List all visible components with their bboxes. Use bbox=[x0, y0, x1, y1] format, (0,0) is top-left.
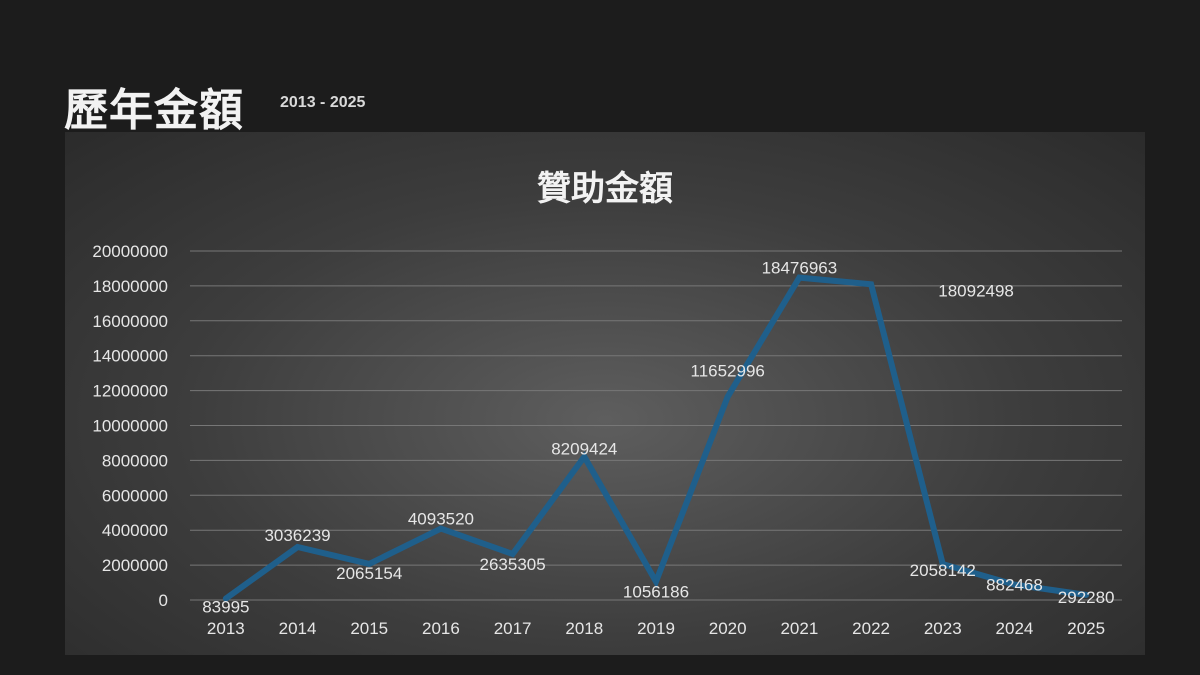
x-tick-label: 2019 bbox=[637, 619, 675, 638]
x-tick-label: 2022 bbox=[852, 619, 890, 638]
x-tick-label: 2025 bbox=[1067, 619, 1105, 638]
x-tick-label: 2018 bbox=[565, 619, 603, 638]
page-title: 歷年金額 bbox=[64, 85, 244, 136]
y-tick-label: 20000000 bbox=[92, 242, 168, 261]
y-tick-label: 4000000 bbox=[102, 521, 168, 540]
series bbox=[222, 274, 1090, 602]
gridlines bbox=[190, 250, 1122, 601]
data-label: 2065154 bbox=[336, 564, 402, 583]
data-label: 18476963 bbox=[762, 259, 838, 278]
y-tick-label: 0 bbox=[159, 591, 168, 610]
data-label: 4093520 bbox=[408, 510, 474, 529]
chart-panel: 贊助金額 0 2000000 4000000 6000000 8000000 100000… bbox=[65, 132, 1145, 655]
data-label: 83995 bbox=[202, 598, 249, 617]
x-tick-label: 2021 bbox=[780, 619, 818, 638]
data-label: 292280 bbox=[1058, 588, 1115, 607]
data-label: 2058142 bbox=[910, 561, 976, 580]
x-tick-label: 2013 bbox=[207, 619, 245, 638]
y-tick-label: 6000000 bbox=[102, 486, 168, 505]
y-tick-label: 10000000 bbox=[92, 417, 168, 436]
data-label: 18092498 bbox=[938, 281, 1014, 300]
x-tick-label: 2017 bbox=[494, 619, 532, 638]
x-axis: 2013 2014 2015 2016 2017 2018 2019 2020 2021 2022… bbox=[207, 619, 1105, 638]
data-label: 882468 bbox=[986, 576, 1043, 595]
data-label: 11652996 bbox=[691, 362, 765, 381]
x-tick-label: 2024 bbox=[996, 619, 1034, 638]
x-tick-label: 2023 bbox=[924, 619, 962, 638]
chart-title: 贊助金額 bbox=[537, 169, 673, 209]
data-label: 1056186 bbox=[623, 583, 689, 602]
y-tick-label: 18000000 bbox=[92, 277, 168, 296]
series-line bbox=[222, 274, 1090, 602]
y-tick-label: 2000000 bbox=[102, 556, 168, 575]
x-tick-label: 2020 bbox=[709, 619, 747, 638]
y-tick-label: 16000000 bbox=[92, 312, 168, 331]
page-subtitle: 2013 - 2025 bbox=[280, 94, 366, 111]
x-tick-label: 2016 bbox=[422, 619, 460, 638]
x-tick-label: 2014 bbox=[279, 619, 317, 638]
x-tick-label: 2015 bbox=[350, 619, 388, 638]
line-chart: 贊助金額 0 2000000 4000000 6000000 8000000 100000… bbox=[92, 169, 1122, 638]
y-tick-label: 8000000 bbox=[102, 451, 168, 470]
data-label: 3036239 bbox=[264, 526, 330, 545]
data-label: 8209424 bbox=[551, 440, 617, 459]
y-tick-label: 12000000 bbox=[92, 382, 168, 401]
data-labels: 83995 3036239 2065154 4093520 2635305 8209424… bbox=[202, 259, 1114, 617]
data-label: 2635305 bbox=[480, 555, 546, 574]
y-axis: 0 2000000 4000000 6000000 8000000 10000000 120… bbox=[92, 242, 168, 610]
y-tick-label: 14000000 bbox=[92, 347, 168, 366]
